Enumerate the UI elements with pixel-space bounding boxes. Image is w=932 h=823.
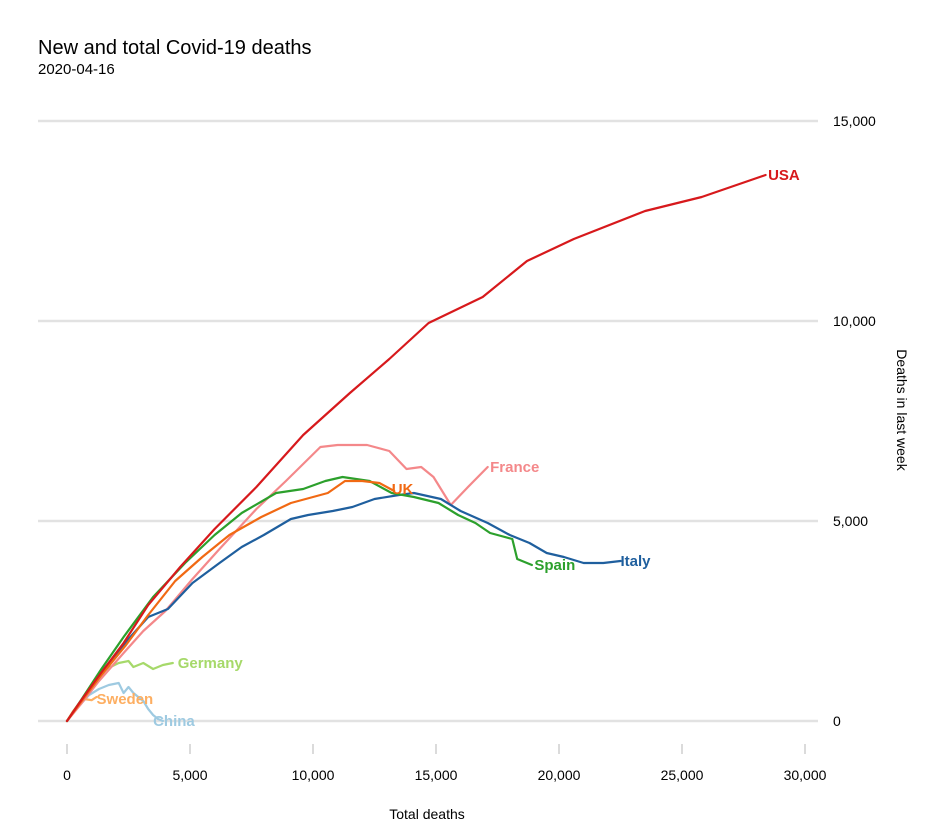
series-label-germany: Germany xyxy=(178,655,244,672)
x-axis: 0 5,000 10,000 15,000 20,000 25,000 30,000 xyxy=(63,744,827,783)
x-tick-label: 20,000 xyxy=(538,767,581,783)
x-tick-label: 15,000 xyxy=(415,767,458,783)
series-label-spain: Spain xyxy=(534,557,575,574)
series-label-sweden: Sweden xyxy=(97,691,154,708)
series-labels: USA France UK Spain Italy Germany Sweden China xyxy=(97,167,800,730)
y-tick-label: 5,000 xyxy=(833,513,868,529)
x-tick-label: 25,000 xyxy=(661,767,704,783)
series-line-spain xyxy=(65,475,534,723)
series-label-china: China xyxy=(153,713,195,730)
x-axis-label: Total deaths xyxy=(389,806,465,822)
x-tick-label: 5,000 xyxy=(172,767,207,783)
series-label-france: France xyxy=(490,459,539,476)
y-tick-label: 15,000 xyxy=(833,113,876,129)
x-tick-label: 30,000 xyxy=(784,767,827,783)
series-label-italy: Italy xyxy=(621,553,652,570)
series-line-usa xyxy=(65,173,767,723)
series-line-china xyxy=(65,681,164,723)
series-label-uk: UK xyxy=(392,481,414,498)
y-axis: 0 5,000 10,000 15,000 xyxy=(833,113,876,729)
y-tick-label: 0 xyxy=(833,713,841,729)
gridlines xyxy=(38,119,818,723)
series-lines xyxy=(65,173,767,723)
x-tick-label: 10,000 xyxy=(292,767,335,783)
series-line-italy xyxy=(65,491,622,723)
y-tick-label: 10,000 xyxy=(833,313,876,329)
series-label-usa: USA xyxy=(768,167,800,184)
chart-title: New and total Covid-19 deaths xyxy=(38,37,312,59)
series-line-uk xyxy=(65,479,396,723)
chart-subtitle: 2020-04-16 xyxy=(38,61,115,78)
x-tick-label: 0 xyxy=(63,767,71,783)
series-line-france xyxy=(65,443,489,723)
y-axis-label: Deaths in last week xyxy=(894,349,910,471)
